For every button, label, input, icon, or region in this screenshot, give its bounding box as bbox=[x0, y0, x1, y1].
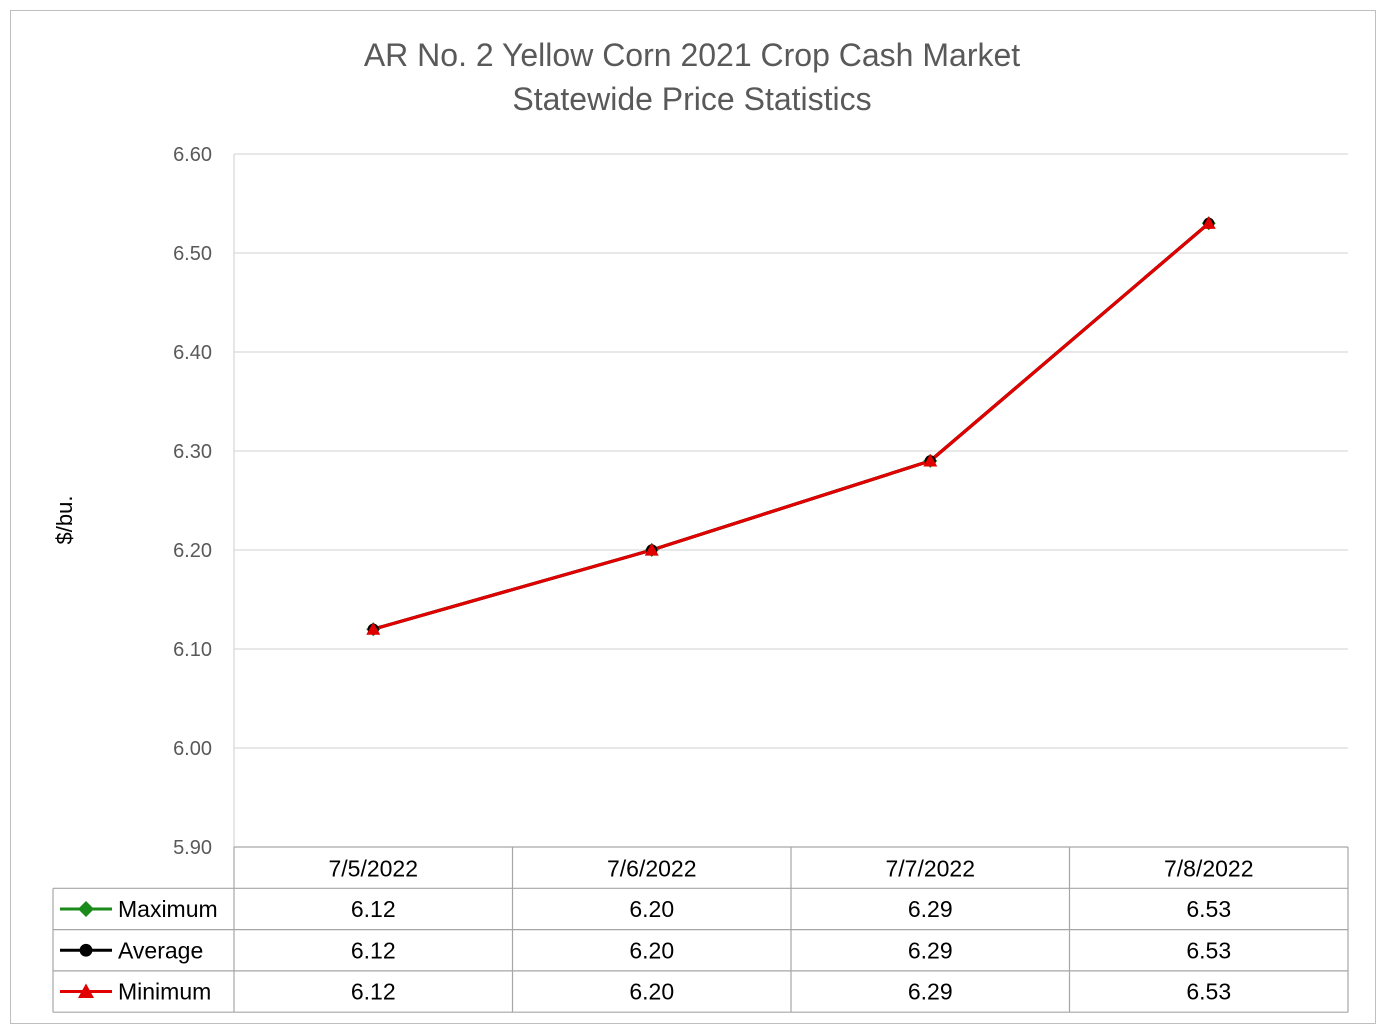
table-cell-value: 6.29 bbox=[908, 896, 953, 922]
marker-triangle bbox=[644, 543, 659, 556]
y-tick-label: 6.30 bbox=[173, 441, 212, 463]
x-category-label: 7/7/2022 bbox=[885, 856, 975, 882]
y-tick-label: 6.60 bbox=[173, 144, 212, 166]
x-category-label: 7/5/2022 bbox=[328, 856, 418, 882]
table-cell-value: 6.53 bbox=[1186, 937, 1231, 963]
table-cell-value: 6.53 bbox=[1186, 979, 1231, 1005]
series-layer bbox=[366, 216, 1216, 637]
chart-subtitle: Statewide Price Statistics bbox=[512, 81, 871, 117]
grid-layer bbox=[233, 153, 1348, 847]
y-tick-label: 5.90 bbox=[173, 837, 212, 859]
chart-frame bbox=[10, 10, 1376, 1024]
y-tick-label: 6.20 bbox=[173, 540, 212, 562]
table-cell-value: 6.20 bbox=[629, 979, 674, 1005]
marker-triangle bbox=[923, 453, 938, 467]
marker-triangle bbox=[1201, 216, 1216, 229]
table-cell-value: 6.12 bbox=[351, 896, 396, 922]
y-tick-label: 6.10 bbox=[173, 639, 212, 661]
legend-label-average: Average bbox=[118, 937, 203, 963]
table-cell-value: 6.20 bbox=[629, 896, 674, 922]
y-tick-label: 6.50 bbox=[173, 243, 212, 265]
y-tick-labels: 5.90 6.00 6.10 6.20 6.30 6.40 6.50 6.60 bbox=[173, 144, 212, 859]
series-line-minimum bbox=[372, 222, 1210, 631]
x-category-label: 7/6/2022 bbox=[607, 856, 697, 882]
marker-circle bbox=[79, 943, 93, 957]
marker-diamond bbox=[78, 900, 94, 917]
chart-title: AR No. 2 Yellow Corn 2021 Crop Cash Mark… bbox=[364, 37, 1020, 73]
table-cell-value: 6.12 bbox=[351, 937, 396, 963]
y-tick-label: 6.40 bbox=[173, 342, 212, 364]
legend-label-maximum: Maximum bbox=[118, 896, 218, 922]
table-cell-value: 6.29 bbox=[908, 979, 953, 1005]
table-cell-value: 6.53 bbox=[1186, 896, 1231, 922]
table-cell-value: 6.20 bbox=[629, 937, 674, 963]
data-table: 7/5/2022 7/6/2022 7/7/2022 7/8/2022 Maximum 6… bbox=[52, 846, 1349, 1013]
marker-triangle bbox=[78, 983, 94, 998]
table-cell-value: 6.12 bbox=[351, 979, 396, 1005]
y-axis-label: $/bu. bbox=[52, 496, 77, 545]
table-cell-value: 6.29 bbox=[908, 937, 953, 963]
marker-triangle bbox=[366, 622, 381, 635]
series-line-maximum bbox=[372, 222, 1210, 631]
series-line-average bbox=[372, 222, 1210, 631]
x-category-label: 7/8/2022 bbox=[1164, 856, 1254, 882]
legend-label-minimum: Minimum bbox=[118, 979, 211, 1005]
y-tick-label: 6.00 bbox=[173, 738, 212, 760]
